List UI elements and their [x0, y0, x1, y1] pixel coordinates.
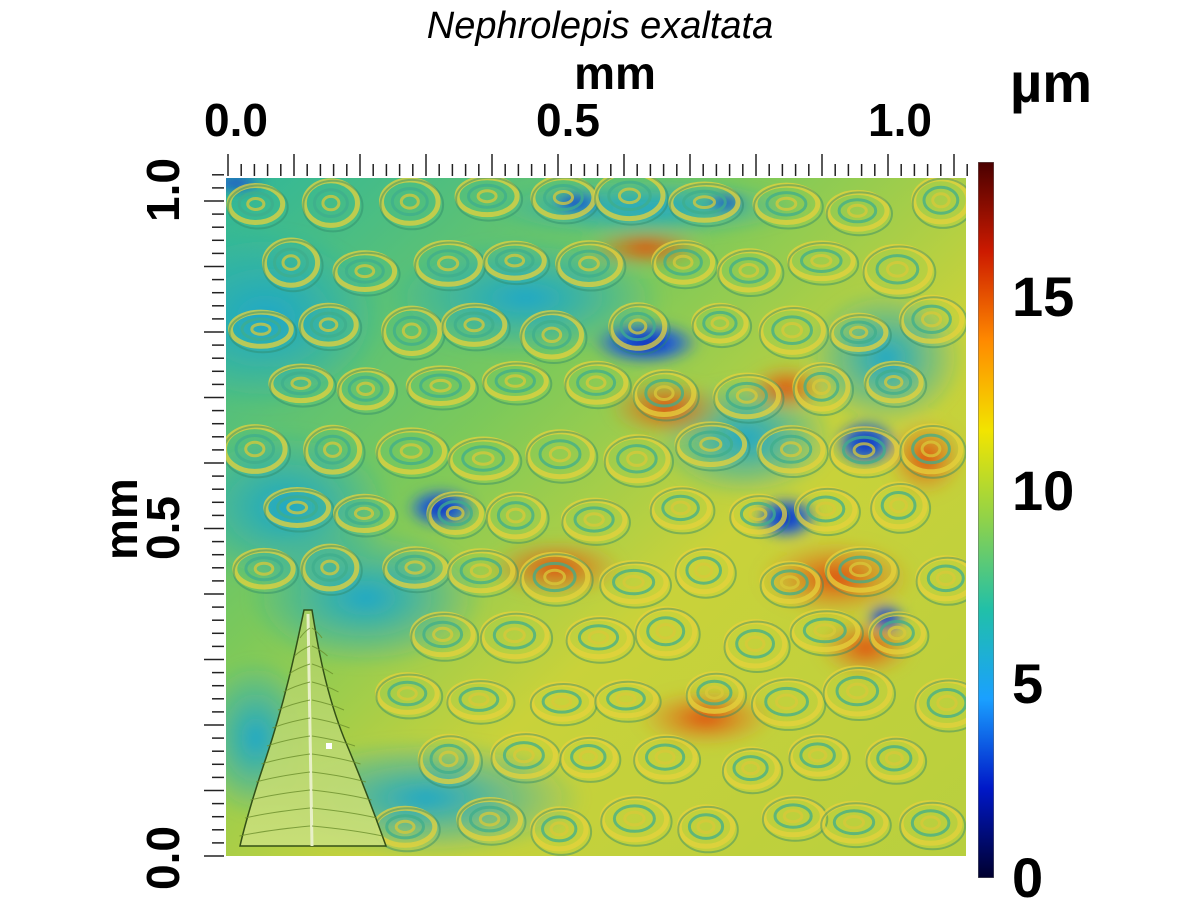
- colorbar: [978, 162, 994, 878]
- x-tick-label-0: 0.0: [204, 94, 268, 146]
- colorbar-tick-label-0: 0: [1012, 846, 1044, 909]
- fern-frond-icon: [239, 609, 388, 847]
- x-tick-label-2: 1.0: [868, 94, 932, 146]
- figure-title: Nephrolepis exaltata: [426, 5, 774, 47]
- colorbar-tick-label-1: 5: [1012, 652, 1044, 716]
- colorbar-tick-label-3: 15: [1012, 265, 1075, 329]
- colorbar-unit: µm: [1010, 51, 1093, 114]
- surface-topography-map: [226, 178, 966, 856]
- x-tick-label-1: 0.5: [536, 94, 600, 146]
- colorbar-tick-label-2: 10: [1012, 458, 1075, 522]
- x-axis-unit: mm: [574, 47, 656, 99]
